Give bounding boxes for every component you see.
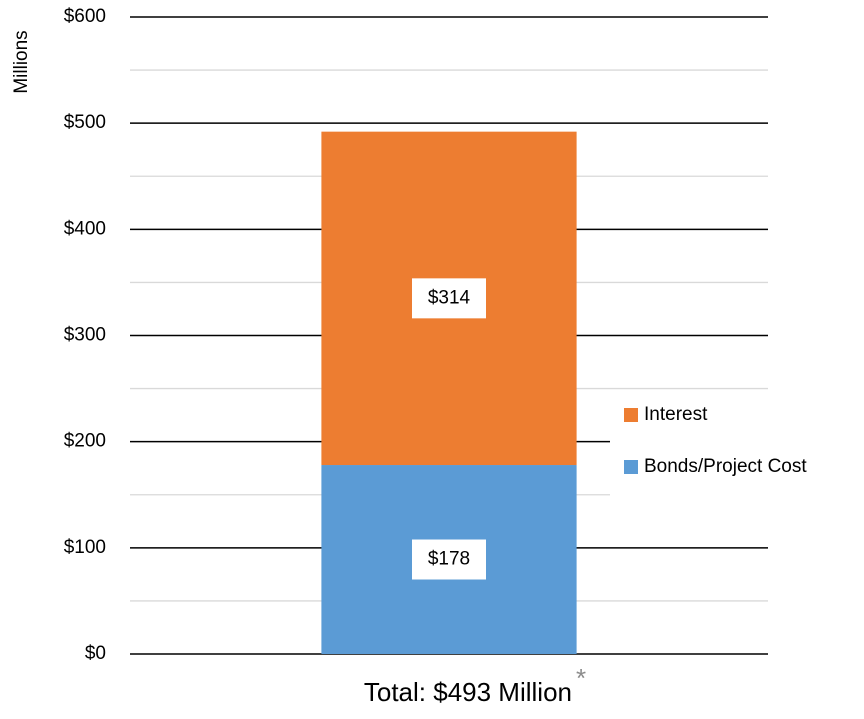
data-label-box: [412, 539, 486, 580]
y-tick-label: $300: [64, 325, 106, 346]
y-tick-label: $0: [85, 643, 106, 664]
legend-swatch: [624, 460, 638, 474]
y-tick-label: $400: [64, 218, 106, 239]
legend-swatch: [624, 408, 638, 422]
data-label: $314: [428, 287, 471, 308]
data-label: $178: [428, 549, 470, 570]
y-tick-label: $200: [64, 431, 106, 452]
y-tick-label: $600: [64, 6, 106, 27]
y-axis-title: Millions: [11, 30, 32, 93]
y-tick-label: $500: [64, 112, 106, 133]
y-tick-label: $100: [64, 537, 106, 558]
legend-label: Interest: [644, 404, 708, 425]
x-axis-title: Total: $493 Million: [364, 677, 572, 707]
legend-label: Bonds/Project Cost: [644, 456, 807, 477]
data-label-box: [412, 278, 486, 319]
annotation: *: [576, 663, 586, 693]
